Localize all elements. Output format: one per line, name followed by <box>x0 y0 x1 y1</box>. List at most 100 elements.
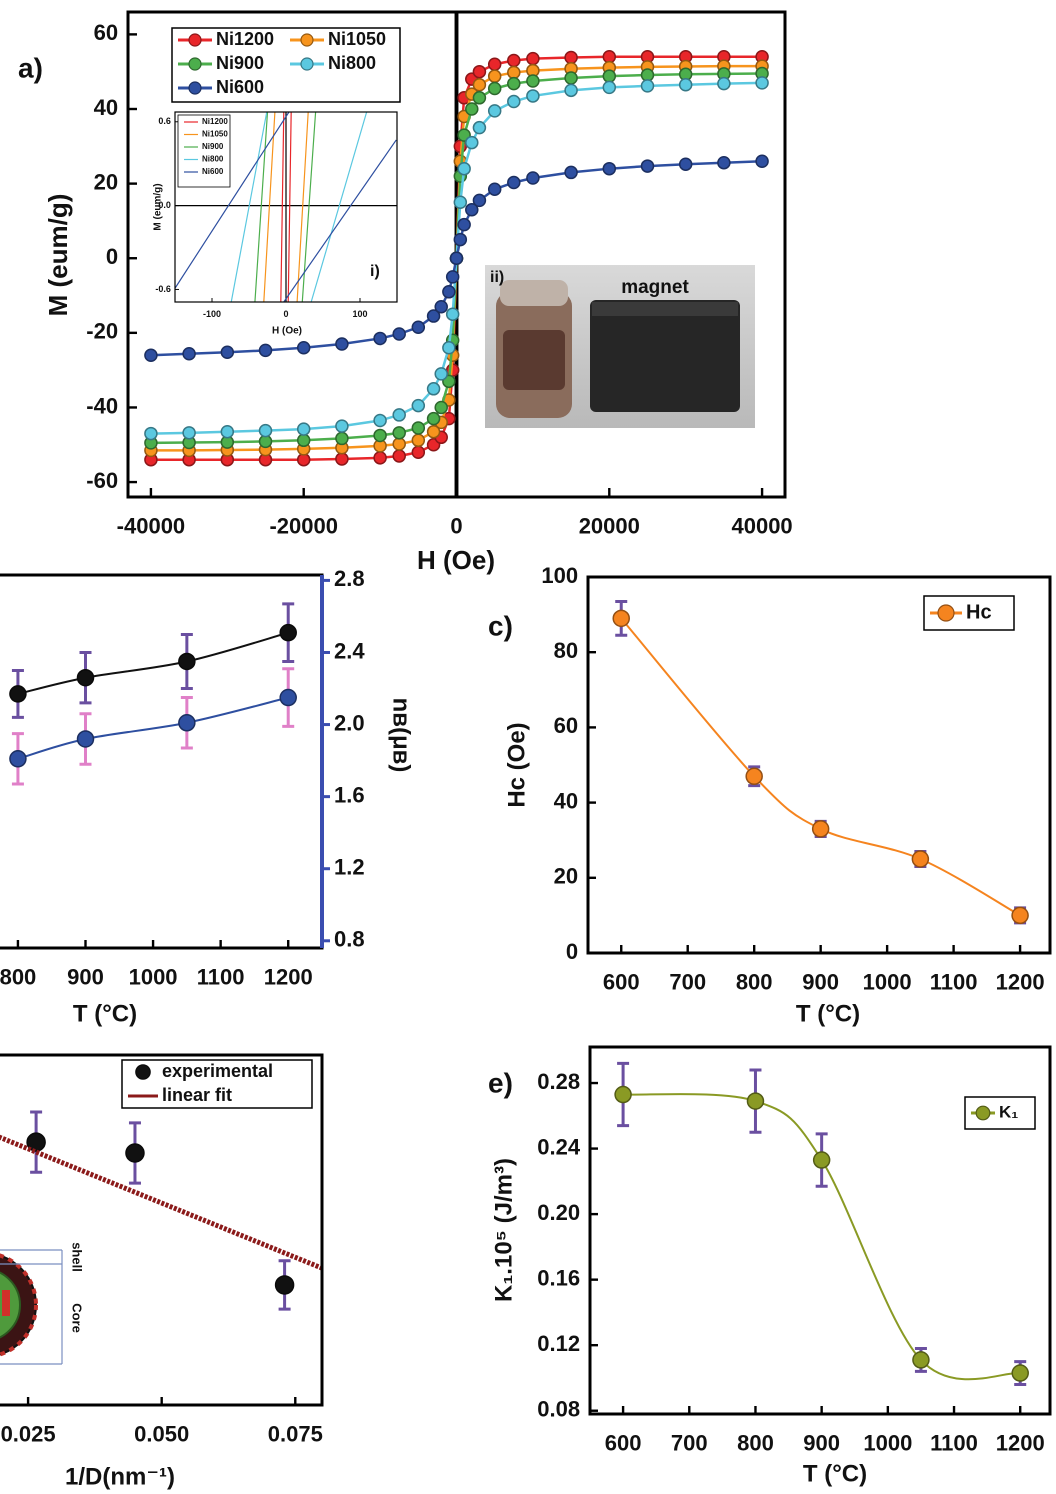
data-point <box>9 685 27 703</box>
data-point <box>526 51 540 66</box>
y-tick-label: 0.24 <box>537 1134 581 1159</box>
panel-label: i) <box>370 263 380 280</box>
core-arrow <box>2 1290 10 1316</box>
x-axis-label: T (°C) <box>796 1000 860 1027</box>
y-tick-label: 20 <box>554 864 578 889</box>
photo-caption: magnet <box>621 277 689 298</box>
data-point <box>411 433 426 448</box>
legend-swatch-marker <box>188 33 202 47</box>
y-axis-label: Hᴄ (Oe) <box>503 722 530 807</box>
y-axis-label: K₁.10⁵ (J/m³) <box>490 1158 517 1302</box>
x-tick-label: 1000 <box>129 965 178 990</box>
series-line <box>175 112 397 302</box>
legend-label: K₁ <box>999 1102 1018 1121</box>
data-point <box>182 426 196 440</box>
data-point <box>426 424 441 439</box>
y2-tick-label: 2.8 <box>334 566 365 591</box>
legend-label: Hᴄ <box>966 601 992 623</box>
plot-frame <box>0 1053 324 1407</box>
data-point <box>465 102 479 116</box>
series-line <box>0 1134 323 1271</box>
data-point <box>465 135 479 150</box>
x-tick-label: 600 <box>603 970 640 995</box>
data-point <box>526 74 540 88</box>
x-axis-label: H (Oe) <box>417 545 495 575</box>
x-tick-label: 0 <box>450 514 462 539</box>
y-tick-label: 0 <box>106 244 118 269</box>
y-tick-label: 0.08 <box>537 1397 580 1422</box>
data-point <box>144 348 158 362</box>
x-axis-label: T (°C) <box>73 1000 137 1027</box>
y-axis-label: M (eum/g) <box>153 183 164 230</box>
legend-swatch-marker <box>937 604 955 622</box>
data-point <box>678 157 693 171</box>
legend-label: Ni600 <box>202 167 224 176</box>
x-tick-label: 40000 <box>731 514 792 539</box>
data-point <box>912 1351 930 1369</box>
panel: 800 900 1000 1100 1200 2.8 2.4 2.0 1.6 1.2 0.8 T (°… <box>0 566 415 1027</box>
legend-label: Ni800 <box>328 53 376 73</box>
y2-tick-label: 1.2 <box>334 855 365 880</box>
jar-powder <box>503 330 565 390</box>
series-line <box>254 112 317 302</box>
y-tick-label: -60 <box>86 468 118 493</box>
data-point <box>434 367 448 381</box>
series-line <box>17 631 289 695</box>
data-point <box>434 400 448 415</box>
data-point <box>911 850 930 868</box>
data-point <box>755 154 769 168</box>
data-point <box>717 155 731 170</box>
y-tick-label: 0.16 <box>537 1265 580 1290</box>
y-tick-label: 0.28 <box>537 1069 580 1094</box>
data-point <box>411 421 426 435</box>
shell-label: shell <box>70 1242 85 1272</box>
y2-tick-label: 2.4 <box>334 638 365 663</box>
plot-frame <box>174 111 398 303</box>
series-layer <box>175 112 397 302</box>
panel: 600 700 800 900 1000 1100 1200 0.08 0.12 0.16 0.20… <box>488 1045 1052 1487</box>
data-point <box>472 193 487 208</box>
data-point <box>373 331 387 346</box>
x-tick-label: 1000 <box>863 970 912 995</box>
data-point <box>487 104 502 118</box>
series-layer <box>0 1110 323 1311</box>
x-tick-label: 0.075 <box>268 1422 323 1447</box>
data-point <box>507 94 521 109</box>
x-tick-label: 900 <box>67 965 104 990</box>
x-tick-label: 0.050 <box>134 1422 189 1447</box>
data-point <box>472 91 487 105</box>
data-point <box>453 195 468 210</box>
x-tick-label: 0.025 <box>1 1422 56 1447</box>
legend-label: Ni600 <box>216 77 264 97</box>
plot-frame <box>586 575 1052 955</box>
data-point <box>445 307 460 321</box>
data-point <box>472 120 487 135</box>
data-point <box>678 78 693 92</box>
x-tick-label: 20000 <box>579 514 640 539</box>
data-point <box>602 69 617 83</box>
legend-label: Ni1050 <box>202 130 228 139</box>
data-point <box>602 80 617 95</box>
inset-label: ii) <box>490 269 504 286</box>
data-point <box>125 1143 145 1163</box>
series-layer <box>612 599 1029 925</box>
data-point <box>9 750 27 768</box>
data-point <box>614 1085 632 1104</box>
legend-box <box>121 1059 313 1109</box>
data-point <box>258 343 273 358</box>
data-point <box>392 449 406 463</box>
data-point <box>426 309 441 323</box>
data-point <box>392 408 406 422</box>
magnet-block <box>590 300 740 412</box>
panel-label: c) <box>488 610 513 641</box>
data-point <box>411 320 426 334</box>
data-point <box>182 346 196 361</box>
legend-label: Ni1050 <box>328 29 386 49</box>
data-point <box>411 445 426 459</box>
data-point <box>487 57 502 71</box>
data-point <box>746 1092 765 1110</box>
data-point <box>612 609 630 628</box>
legend-swatch-marker <box>188 81 202 95</box>
